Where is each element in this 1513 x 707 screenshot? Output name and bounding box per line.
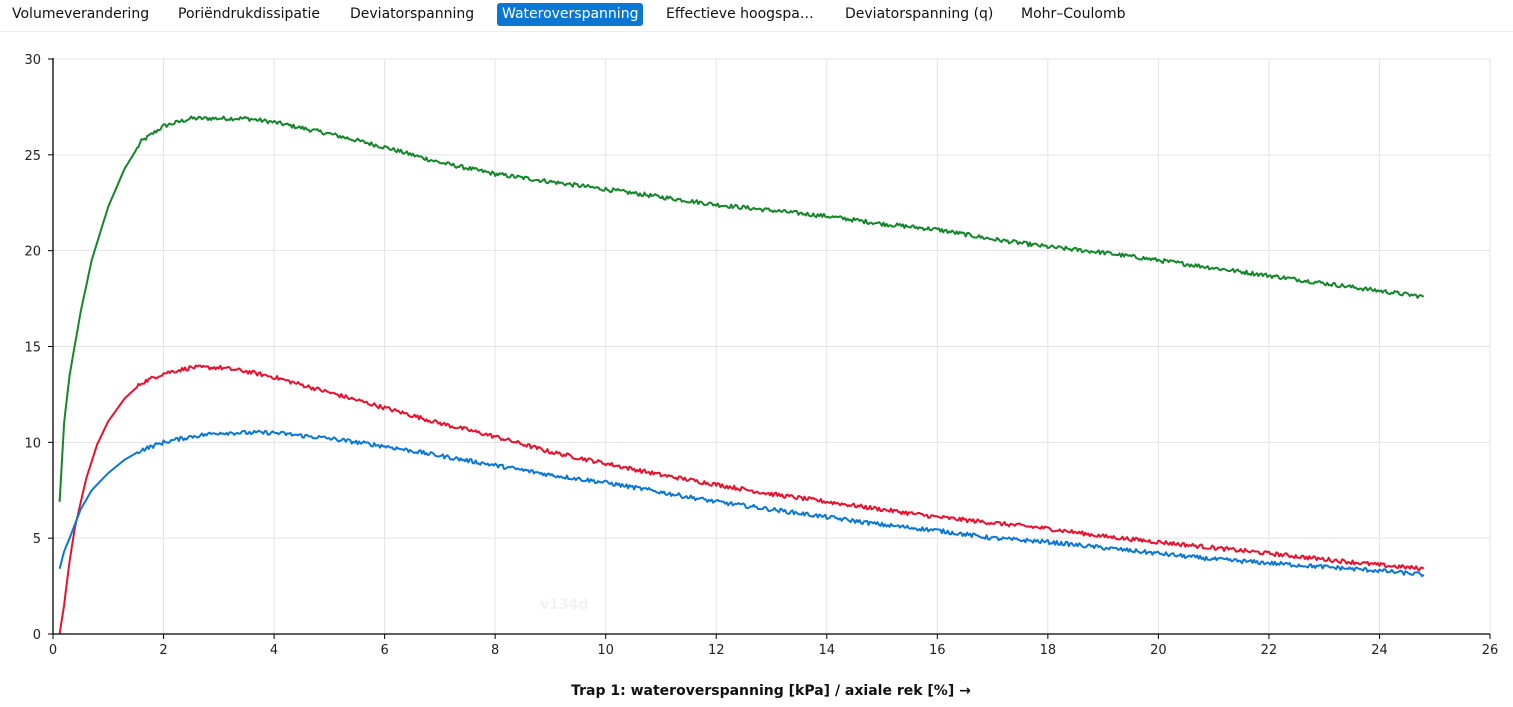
x-tick-label: 20 — [1150, 643, 1167, 658]
x-tick-label: 12 — [708, 643, 725, 658]
y-tick-label: 5 — [33, 532, 41, 547]
x-tick-label: 18 — [1040, 643, 1057, 658]
tab-poriendrukdissipatie[interactable]: Poriëndrukdissipatie — [178, 6, 320, 22]
x-tick-label: 10 — [597, 643, 614, 658]
chart-grid — [53, 58, 1491, 634]
x-tick-label: 26 — [1482, 643, 1499, 658]
tab-effectieve-hoogspanning[interactable]: Effectieve hoogspa… — [666, 6, 814, 22]
series-line-2 — [58, 364, 1425, 635]
y-tick-label: 30 — [24, 53, 41, 68]
y-tick-label: 20 — [24, 245, 41, 260]
x-tick-label: 24 — [1371, 643, 1388, 658]
tab-wateroverspanning[interactable]: Wateroverspanning — [497, 3, 644, 26]
series-line-3 — [58, 429, 1425, 578]
x-tick-label: 16 — [929, 643, 946, 658]
y-tick-label: 25 — [24, 149, 41, 164]
x-tick-label: 8 — [491, 643, 499, 658]
tab-deviatorspanning-q[interactable]: Deviatorspanning (q) — [845, 6, 994, 22]
x-tick-label: 22 — [1261, 643, 1278, 658]
x-tick-label: 14 — [818, 643, 835, 658]
x-axis-label: Trap 1: wateroverspanning [kPa] / axiale… — [571, 683, 971, 699]
tab-deviatorspanning[interactable]: Deviatorspanning — [350, 6, 475, 22]
series-line-1 — [58, 115, 1425, 502]
x-tick-label: 4 — [270, 643, 278, 658]
tab-mohr-coulomb[interactable]: Mohr–Coulomb — [1021, 6, 1126, 22]
y-tick-label: 0 — [33, 628, 41, 643]
tab-bar: Volumeverandering Poriëndrukdissipatie D… — [0, 0, 1513, 32]
y-tick-label: 10 — [24, 436, 41, 451]
x-tick-label: 0 — [49, 643, 57, 658]
chart-series — [58, 115, 1425, 635]
x-tick-label: 6 — [380, 643, 388, 658]
y-tick-label: 15 — [24, 341, 41, 356]
x-tick-label: 2 — [159, 643, 167, 658]
version-watermark: v134d — [540, 597, 588, 613]
tab-volumeverandering[interactable]: Volumeverandering — [12, 6, 150, 22]
